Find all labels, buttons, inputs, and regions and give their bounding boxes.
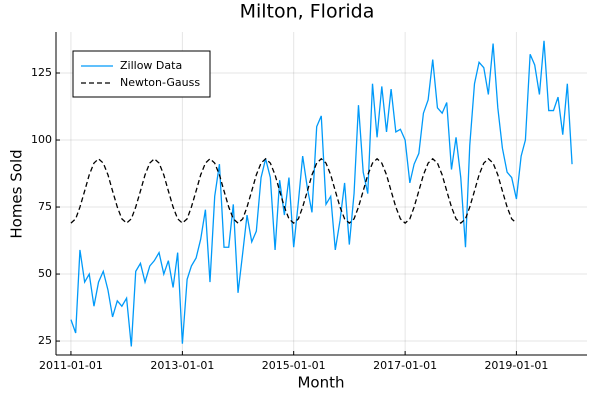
chart-title: Milton, Florida [240, 1, 375, 23]
legend-box [72, 50, 211, 98]
y-tick-label: 25 [38, 334, 52, 347]
series-line [70, 40, 573, 347]
x-tick-label: 2015-01-01 [262, 359, 326, 372]
y-tick-label: 50 [38, 267, 52, 280]
x-tick-label: 2013-01-01 [150, 359, 214, 372]
legend-label: Newton-Gauss [120, 76, 200, 89]
y-tick-label: 100 [31, 133, 52, 146]
x-tick-label: 2011-01-01 [39, 359, 103, 372]
legend-label: Zillow Data [120, 59, 182, 72]
y-tick-label: 125 [31, 66, 52, 79]
series-line [70, 157, 517, 224]
x-tick-label: 2019-01-01 [484, 359, 548, 372]
x-axis-label: Month [297, 374, 344, 392]
y-axis-label: Homes Sold [8, 149, 26, 238]
y-tick-label: 75 [38, 200, 52, 213]
x-tick-label: 2017-01-01 [373, 359, 437, 372]
